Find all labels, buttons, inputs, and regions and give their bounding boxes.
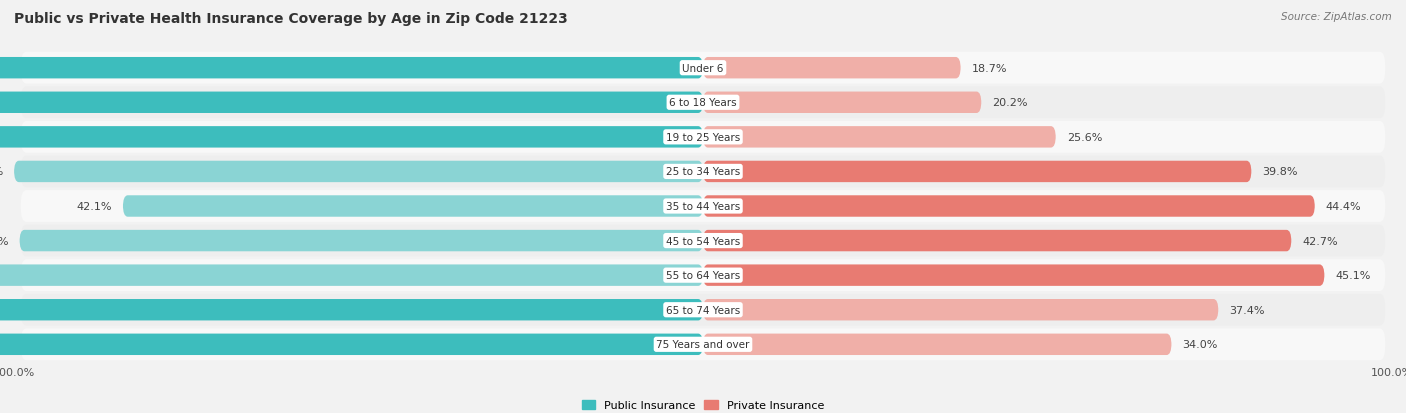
Text: 34.0%: 34.0% — [1182, 339, 1218, 349]
Text: 45.1%: 45.1% — [1336, 271, 1371, 280]
FancyBboxPatch shape — [21, 294, 1385, 326]
Text: 19 to 25 Years: 19 to 25 Years — [666, 133, 740, 142]
Text: 37.4%: 37.4% — [1229, 305, 1265, 315]
FancyBboxPatch shape — [703, 196, 1315, 217]
Text: 20.2%: 20.2% — [993, 98, 1028, 108]
FancyBboxPatch shape — [0, 265, 703, 286]
Text: 75 Years and over: 75 Years and over — [657, 339, 749, 349]
FancyBboxPatch shape — [703, 127, 1056, 148]
FancyBboxPatch shape — [21, 329, 1385, 360]
Text: 25.6%: 25.6% — [1067, 133, 1102, 142]
FancyBboxPatch shape — [21, 87, 1385, 119]
Text: 6 to 18 Years: 6 to 18 Years — [669, 98, 737, 108]
Text: 44.4%: 44.4% — [1326, 202, 1361, 211]
FancyBboxPatch shape — [703, 334, 1171, 355]
Text: 65 to 74 Years: 65 to 74 Years — [666, 305, 740, 315]
Text: 39.8%: 39.8% — [1263, 167, 1298, 177]
Text: Under 6: Under 6 — [682, 64, 724, 74]
FancyBboxPatch shape — [703, 58, 960, 79]
FancyBboxPatch shape — [0, 127, 703, 148]
FancyBboxPatch shape — [703, 265, 1324, 286]
FancyBboxPatch shape — [703, 299, 1219, 320]
Text: Public vs Private Health Insurance Coverage by Age in Zip Code 21223: Public vs Private Health Insurance Cover… — [14, 12, 568, 26]
FancyBboxPatch shape — [703, 230, 1291, 252]
Text: 50.0%: 50.0% — [0, 167, 3, 177]
Text: 25 to 34 Years: 25 to 34 Years — [666, 167, 740, 177]
FancyBboxPatch shape — [20, 230, 703, 252]
Text: 18.7%: 18.7% — [972, 64, 1007, 74]
Text: 42.1%: 42.1% — [76, 202, 112, 211]
FancyBboxPatch shape — [21, 191, 1385, 222]
FancyBboxPatch shape — [21, 122, 1385, 153]
Text: 45 to 54 Years: 45 to 54 Years — [666, 236, 740, 246]
Text: 49.6%: 49.6% — [0, 236, 8, 246]
FancyBboxPatch shape — [703, 93, 981, 114]
Text: 42.7%: 42.7% — [1302, 236, 1339, 246]
FancyBboxPatch shape — [0, 299, 703, 320]
Text: Source: ZipAtlas.com: Source: ZipAtlas.com — [1281, 12, 1392, 22]
FancyBboxPatch shape — [122, 196, 703, 217]
FancyBboxPatch shape — [703, 161, 1251, 183]
FancyBboxPatch shape — [0, 334, 703, 355]
FancyBboxPatch shape — [21, 53, 1385, 84]
FancyBboxPatch shape — [21, 225, 1385, 257]
FancyBboxPatch shape — [21, 156, 1385, 188]
FancyBboxPatch shape — [0, 93, 703, 114]
Text: 35 to 44 Years: 35 to 44 Years — [666, 202, 740, 211]
FancyBboxPatch shape — [21, 260, 1385, 291]
Legend: Public Insurance, Private Insurance: Public Insurance, Private Insurance — [578, 395, 828, 413]
FancyBboxPatch shape — [14, 161, 703, 183]
Text: 55 to 64 Years: 55 to 64 Years — [666, 271, 740, 280]
FancyBboxPatch shape — [0, 58, 703, 79]
